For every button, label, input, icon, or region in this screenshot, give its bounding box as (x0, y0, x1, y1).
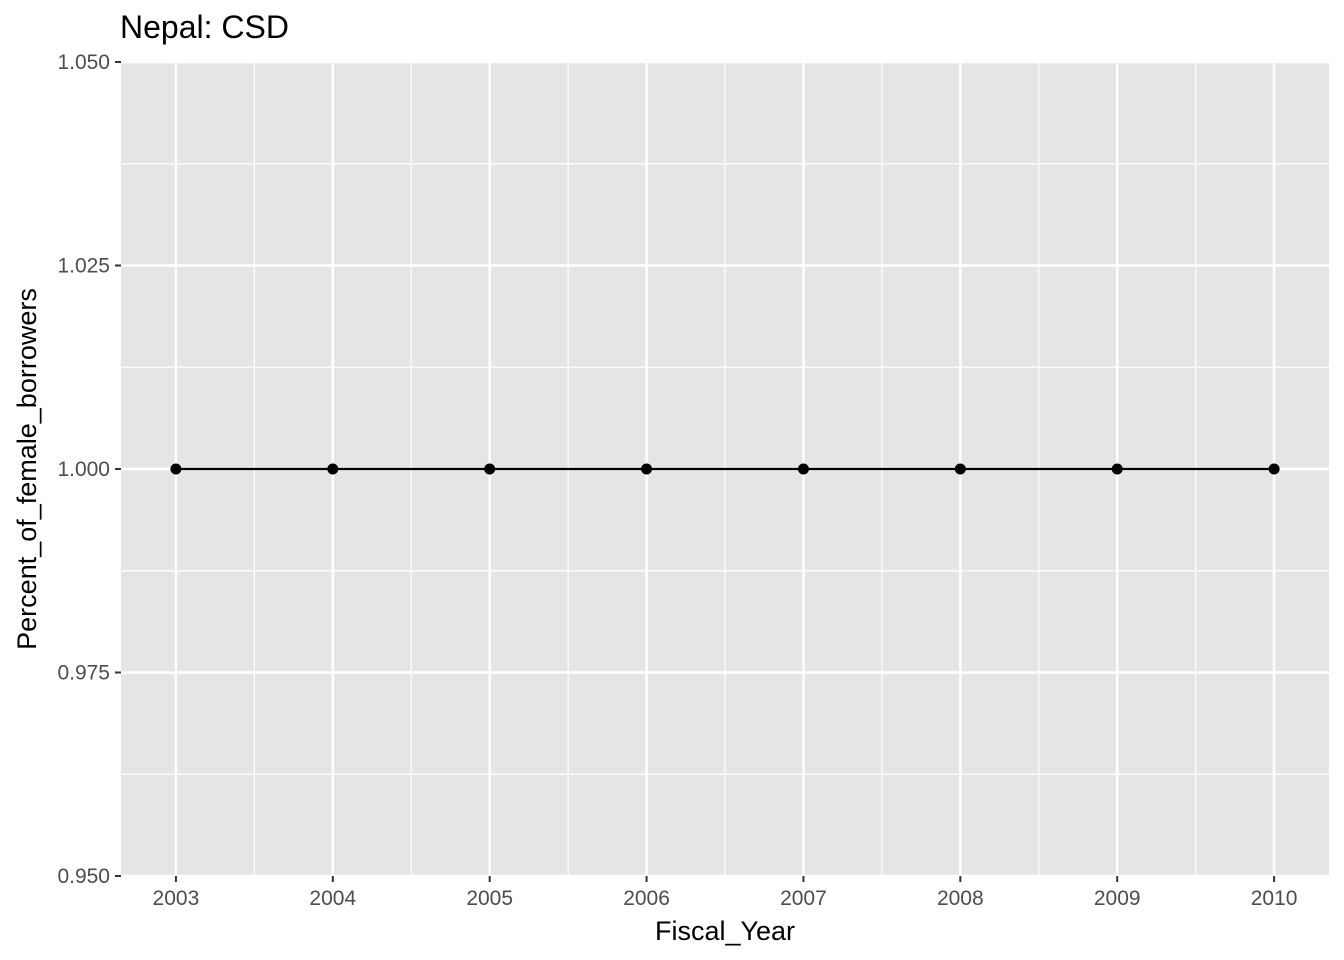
x-tick-label: 2009 (1094, 887, 1141, 910)
y-axis-title: Percent_of_female_borrowers (12, 288, 42, 650)
x-tick-label: 2003 (153, 887, 200, 910)
data-point (954, 463, 966, 475)
data-point (327, 463, 339, 475)
y-tick-label: 0.950 (57, 865, 110, 888)
data-series (170, 463, 1280, 475)
y-tick-label: 1.025 (57, 255, 110, 278)
x-tick-label: 2005 (466, 887, 513, 910)
data-point (641, 463, 653, 475)
y-tick-label: 1.050 (57, 51, 110, 74)
data-point (484, 463, 496, 475)
chart-title: Nepal: CSD (120, 9, 289, 45)
x-tick-label: 2008 (937, 887, 984, 910)
y-tick-label: 1.000 (57, 458, 110, 481)
x-axis-title: Fiscal_Year (655, 916, 795, 946)
x-tick-label: 2004 (309, 887, 356, 910)
x-tick-label: 2010 (1251, 887, 1298, 910)
x-tick-label: 2007 (780, 887, 827, 910)
data-point (1111, 463, 1123, 475)
data-point (170, 463, 182, 475)
data-point (797, 463, 809, 475)
y-tick-label: 0.975 (57, 662, 110, 685)
x-axis: 2003 2004 2005 2006 2007 2008 2009 2010 (153, 876, 1298, 910)
data-point (1268, 463, 1280, 475)
y-axis: 0.950 0.975 1.000 1.025 1.050 (57, 51, 121, 888)
x-tick-label: 2006 (623, 887, 670, 910)
